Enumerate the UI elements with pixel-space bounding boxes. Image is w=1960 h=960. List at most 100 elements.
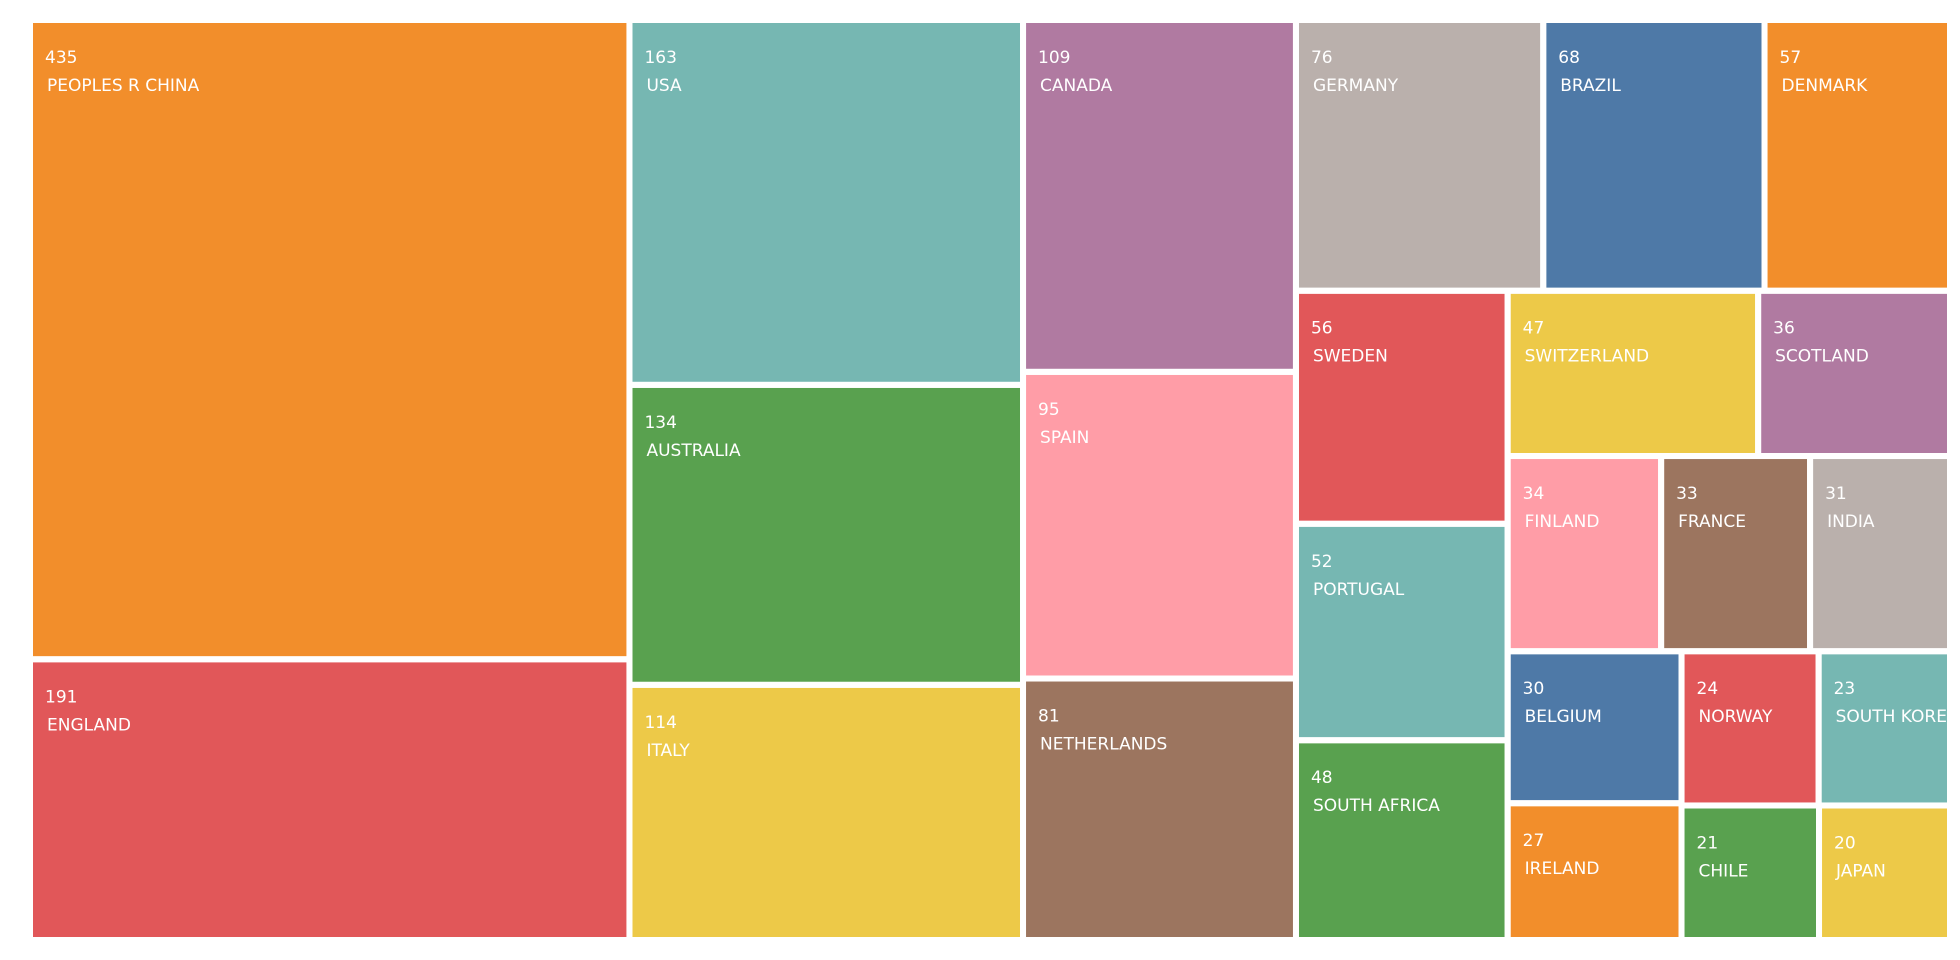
cell: 23 SOUTH KOREA xyxy=(1821,654,1959,803)
tile xyxy=(1298,743,1505,937)
category-label: ITALY xyxy=(646,741,690,761)
value-label: 109 xyxy=(1038,48,1070,68)
category-label: FRANCE xyxy=(1678,512,1746,532)
tile xyxy=(1684,654,1816,803)
tile xyxy=(1298,293,1505,521)
tile xyxy=(632,23,1021,382)
cell: 52 PORTUGAL xyxy=(1298,526,1505,738)
tile xyxy=(1546,23,1762,288)
value-label: 52 xyxy=(1311,552,1333,572)
cell: 24 NORWAY xyxy=(1684,654,1816,803)
category-label: SOUTH AFRICA xyxy=(1313,796,1440,816)
cell: 34 FINLAND xyxy=(1510,459,1659,649)
cell: 95 SPAIN xyxy=(1026,374,1293,676)
value-label: 435 xyxy=(45,48,77,68)
category-label: CANADA xyxy=(1040,76,1113,96)
tile xyxy=(1510,293,1756,454)
tile xyxy=(1822,808,1947,937)
cell: 68 BRAZIL xyxy=(1546,23,1762,288)
category-label: USA xyxy=(646,76,682,96)
value-label: 76 xyxy=(1311,48,1333,68)
cell: 27 IRELAND xyxy=(1510,806,1679,937)
category-label: PORTUGAL xyxy=(1313,580,1405,600)
category-label: BRAZIL xyxy=(1560,76,1621,96)
category-label: SPAIN xyxy=(1040,428,1089,448)
cell: 114 ITALY xyxy=(632,687,1021,937)
cell: 109 CANADA xyxy=(1026,23,1293,369)
value-label: 57 xyxy=(1780,48,1802,68)
value-label: 163 xyxy=(644,48,676,68)
value-label: 31 xyxy=(1825,484,1847,504)
category-label: PEOPLES R CHINA xyxy=(47,76,200,96)
tile xyxy=(1821,654,1947,803)
category-label: NETHERLANDS xyxy=(1040,735,1167,755)
value-label: 23 xyxy=(1834,679,1856,699)
cell: 57 DENMARK xyxy=(1767,23,1947,288)
category-label: FINLAND xyxy=(1525,512,1600,532)
category-label: JAPAN xyxy=(1835,861,1886,881)
value-label: 34 xyxy=(1523,484,1545,504)
tile xyxy=(1298,526,1505,738)
value-label: 48 xyxy=(1311,768,1333,788)
category-label: BELGIUM xyxy=(1525,707,1602,727)
tile xyxy=(1026,681,1293,937)
cell: 48 SOUTH AFRICA xyxy=(1298,743,1505,937)
value-label: 36 xyxy=(1773,319,1795,339)
category-label: CHILE xyxy=(1699,861,1749,881)
tile xyxy=(632,687,1021,937)
category-label: GERMANY xyxy=(1313,76,1399,96)
cell: 31 INDIA xyxy=(1813,459,1947,649)
value-label: 20 xyxy=(1834,833,1856,853)
cell: 33 FRANCE xyxy=(1664,459,1808,649)
category-label: SOUTH KOREA xyxy=(1836,707,1959,727)
value-label: 134 xyxy=(644,413,676,433)
cell: 36 SCOTLAND xyxy=(1761,293,1947,454)
tile xyxy=(1813,459,1947,649)
tile xyxy=(1510,654,1679,801)
category-label: DENMARK xyxy=(1782,76,1869,96)
category-label: INDIA xyxy=(1827,512,1875,532)
tile xyxy=(33,662,627,937)
value-label: 33 xyxy=(1676,484,1698,504)
tile xyxy=(1026,23,1293,369)
category-label: ENGLAND xyxy=(47,715,131,735)
cell: 134 AUSTRALIA xyxy=(632,387,1021,682)
category-label: IRELAND xyxy=(1525,859,1600,879)
tile xyxy=(1761,293,1947,454)
cell: 163 USA xyxy=(632,23,1021,382)
value-label: 68 xyxy=(1558,48,1580,68)
cell: 435 PEOPLES R CHINA xyxy=(33,23,627,657)
value-label: 47 xyxy=(1523,319,1545,339)
tile xyxy=(1767,23,1947,288)
value-label: 27 xyxy=(1523,831,1545,851)
value-label: 30 xyxy=(1523,679,1545,699)
cell: 56 SWEDEN xyxy=(1298,293,1505,521)
cell: 30 BELGIUM xyxy=(1510,654,1679,801)
category-label: SWITZERLAND xyxy=(1525,347,1650,367)
tile xyxy=(33,23,627,657)
category-label: SCOTLAND xyxy=(1775,347,1869,367)
value-label: 95 xyxy=(1038,400,1060,420)
cell: 20 JAPAN xyxy=(1822,808,1947,937)
cell: 191 ENGLAND xyxy=(33,662,627,937)
category-label: AUSTRALIA xyxy=(646,441,740,461)
cell: 76 GERMANY xyxy=(1298,23,1541,288)
cell: 21 CHILE xyxy=(1684,808,1817,937)
value-label: 24 xyxy=(1697,679,1719,699)
category-label: NORWAY xyxy=(1699,707,1773,727)
tile xyxy=(1026,374,1293,676)
tile xyxy=(1664,459,1808,649)
cell: 47 SWITZERLAND xyxy=(1510,293,1756,454)
tile xyxy=(1510,459,1659,649)
category-label: SWEDEN xyxy=(1313,347,1388,367)
cell: 81 NETHERLANDS xyxy=(1026,681,1293,937)
value-label: 56 xyxy=(1311,319,1333,339)
value-label: 21 xyxy=(1697,833,1719,853)
value-label: 114 xyxy=(644,713,676,733)
tile xyxy=(1510,806,1679,937)
tile xyxy=(1684,808,1817,937)
value-label: 191 xyxy=(45,687,77,707)
tile xyxy=(1298,23,1541,288)
tile xyxy=(632,387,1021,682)
